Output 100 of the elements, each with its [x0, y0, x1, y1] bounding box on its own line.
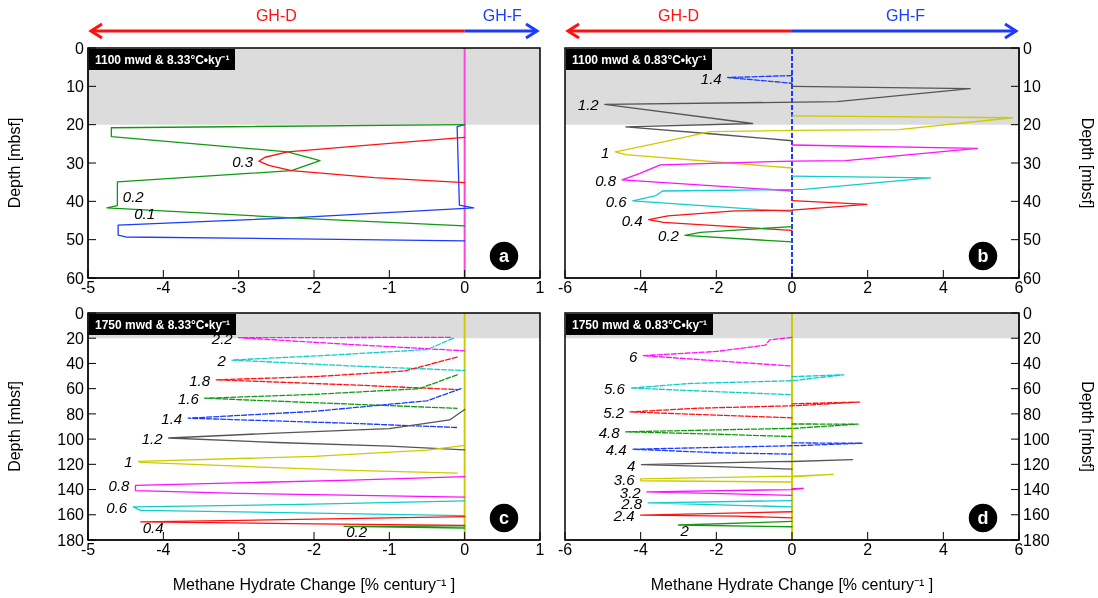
- line-series: [684, 225, 793, 243]
- y-tick-label: 20: [1023, 329, 1041, 347]
- y-axis-title: Depth [mbsf]: [6, 381, 24, 472]
- text: GH-D: [658, 7, 699, 24]
- x-tick-label: -6: [557, 541, 573, 559]
- y-tick-label: 60: [1023, 269, 1041, 287]
- y-tick-label: 20: [1023, 116, 1041, 134]
- y-tick-label: 40: [1023, 355, 1041, 373]
- line-series: [640, 511, 793, 519]
- y-tick-label: 140: [57, 481, 85, 499]
- y-tick-label: 30: [66, 154, 85, 172]
- line-series: [134, 476, 466, 498]
- x-tick-label: -3: [231, 541, 246, 559]
- x-tick-label: -1: [382, 541, 397, 559]
- series-label: 0.2: [346, 523, 368, 541]
- text: 1100 mwd & 8.33°C•ky⁻¹: [89, 49, 236, 70]
- x-tick-label: 1: [535, 541, 545, 559]
- text: 1100 mwd & 0.83°C•ky⁻¹: [566, 49, 713, 70]
- y-tick-label: 50: [1023, 231, 1041, 249]
- y-tick-label: 100: [57, 430, 85, 448]
- y-tick-label: 140: [1023, 481, 1050, 499]
- x-tick-label: 1: [535, 279, 545, 297]
- series-label: 0.6: [106, 498, 128, 516]
- x-tick-label: 0: [787, 541, 797, 559]
- x-tick-label: -4: [156, 541, 171, 559]
- series-label: 0.8: [595, 171, 617, 189]
- y-axis-title: Depth [mbsf]: [1078, 381, 1096, 472]
- x-axis-title: Methane Hydrate Change [% century⁻¹ ]: [650, 576, 934, 593]
- line-series: [621, 144, 979, 192]
- line-series: [624, 423, 859, 438]
- x-tick-label: -6: [557, 279, 573, 297]
- series-label: 0.4: [621, 211, 643, 229]
- series-label: 0.2: [658, 227, 680, 245]
- y-tick-label: 180: [1023, 531, 1050, 549]
- annotation: c: [498, 508, 510, 528]
- series-label: 0.8: [108, 477, 131, 495]
- annotation: a: [498, 246, 510, 266]
- y-tick-label: 30: [1023, 154, 1041, 172]
- series-label: 1.4: [700, 69, 722, 87]
- x-tick-label: -2: [709, 279, 724, 297]
- series-label: 2: [216, 352, 227, 370]
- x-tick-label: -4: [633, 541, 648, 559]
- x-tick-label: -2: [709, 541, 724, 559]
- y-tick-label: 0: [75, 304, 85, 322]
- line-series: [646, 487, 804, 497]
- series-label: 1.6: [177, 390, 200, 408]
- y-axis-title: Depth [mbsf]: [6, 117, 24, 209]
- x-tick-label: -4: [633, 279, 648, 297]
- x-tick-label: 2: [863, 279, 873, 297]
- x-tick-label: -3: [231, 279, 246, 297]
- line-series: [604, 85, 971, 142]
- y-tick-label: 20: [66, 329, 85, 347]
- x-tick-label: -2: [306, 279, 322, 297]
- x-tick-label: 0: [460, 541, 470, 559]
- series-label: 5.2: [603, 403, 625, 421]
- y-tick-label: 0: [1023, 39, 1032, 57]
- y-tick-label: 0: [75, 39, 85, 57]
- series-label: 4.8: [598, 423, 621, 441]
- x-tick-label: 0: [460, 279, 470, 297]
- y-tick-label: 50: [66, 231, 85, 249]
- y-axis-title: Depth [mbsf]: [1078, 117, 1096, 209]
- series-label: 1.8: [189, 371, 211, 389]
- text: 1750 mwd & 0.83°C•ky⁻¹: [566, 314, 714, 335]
- x-axis-title: Methane Hydrate Change [% century⁻¹ ]: [172, 576, 456, 593]
- line-series: [258, 136, 466, 184]
- y-tick-label: 40: [66, 193, 85, 211]
- x-tick-label: 6: [1014, 541, 1024, 559]
- series-label: 1: [124, 453, 133, 471]
- y-tick-label: 10: [1023, 78, 1041, 96]
- text: GH-F: [482, 7, 523, 24]
- y-tick-label: 80: [1023, 405, 1041, 423]
- line-series: [238, 336, 466, 352]
- line-series: [632, 442, 863, 455]
- series-label: 1.4: [161, 410, 183, 428]
- x-tick-label: 6: [1014, 279, 1024, 297]
- series-label: 0.2: [122, 187, 145, 205]
- series-label: 4.4: [605, 441, 627, 459]
- text: GH-D: [255, 7, 297, 24]
- line-series: [632, 175, 932, 213]
- line-series: [117, 124, 475, 242]
- series-label: 0.6: [605, 192, 628, 210]
- y-tick-label: 100: [1023, 430, 1050, 448]
- y-tick-label: 60: [66, 380, 85, 398]
- x-tick-label: -1: [382, 279, 397, 297]
- line-series: [106, 124, 466, 227]
- y-tick-label: 120: [57, 456, 85, 474]
- x-tick-label: 4: [938, 541, 948, 559]
- x-tick-label: 4: [938, 279, 948, 297]
- line-series: [231, 337, 466, 372]
- line-series: [647, 199, 868, 232]
- x-tick-label: -2: [306, 541, 322, 559]
- series-label: 1.2: [141, 429, 164, 447]
- y-tick-label: 80: [66, 405, 85, 423]
- y-tick-label: 40: [1023, 193, 1041, 211]
- x-tick-label: 0: [787, 279, 797, 297]
- series-label: 6: [628, 347, 638, 365]
- annotation: b: [977, 246, 989, 266]
- text: GH-F: [885, 7, 926, 24]
- series-label: 2: [679, 521, 690, 539]
- series-label: 0.4: [142, 518, 164, 536]
